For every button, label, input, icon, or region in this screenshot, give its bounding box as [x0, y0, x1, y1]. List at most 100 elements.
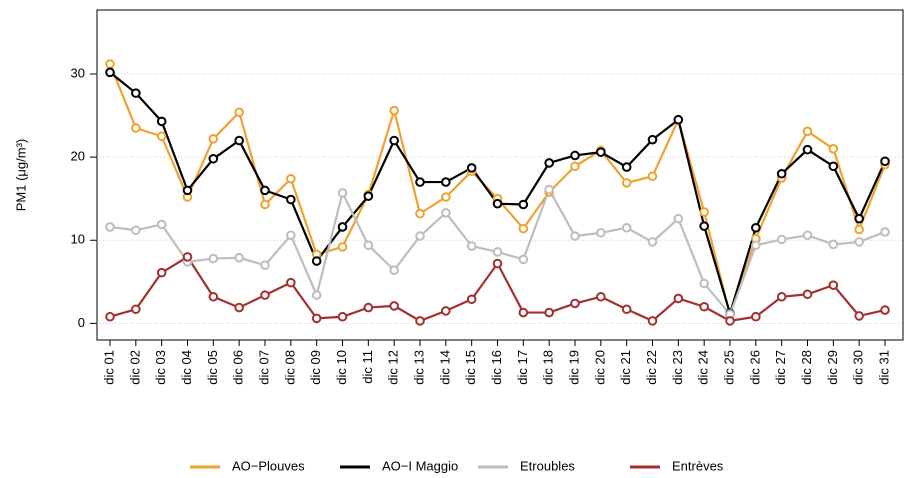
data-point — [234, 107, 244, 118]
x-tick-label: dic 15 — [463, 350, 478, 385]
data-point — [776, 291, 787, 302]
x-tick-label: dic 04 — [179, 350, 194, 385]
x-tick-label: dic 06 — [231, 350, 246, 385]
data-point — [466, 163, 477, 173]
y-tick-label: 20 — [71, 149, 85, 164]
data-point — [363, 240, 374, 251]
data-point — [776, 234, 787, 245]
data-point — [441, 306, 451, 316]
data-point — [673, 213, 684, 224]
x-tick-label: dic 09 — [308, 350, 323, 385]
x-tick-label: dic 22 — [644, 350, 659, 385]
data-point — [828, 144, 839, 154]
data-point — [518, 199, 529, 210]
data-point — [854, 311, 864, 321]
data-point — [105, 59, 115, 69]
data-point — [854, 237, 864, 247]
data-point — [725, 316, 735, 326]
data-point — [570, 231, 580, 241]
data-point — [105, 67, 115, 78]
data-point — [337, 222, 348, 232]
data-point — [647, 134, 658, 145]
data-point — [621, 304, 632, 315]
data-point — [492, 258, 503, 269]
data-point — [751, 240, 761, 251]
data-point — [802, 289, 813, 300]
data-point — [311, 256, 322, 266]
x-tick-label: dic 03 — [153, 350, 168, 385]
x-tick-label: dic 11 — [360, 350, 375, 384]
data-point — [286, 194, 296, 205]
data-point — [673, 293, 684, 304]
x-tick-label: dic 16 — [489, 350, 504, 385]
x-tick-label: dic 24 — [696, 350, 711, 385]
data-point — [286, 277, 296, 288]
data-point — [854, 213, 864, 224]
data-point — [699, 278, 709, 289]
data-point — [389, 301, 399, 311]
x-tick-label: dic 12 — [386, 350, 401, 385]
data-point — [570, 298, 580, 309]
data-point — [751, 222, 761, 233]
data-point — [570, 150, 580, 161]
data-point — [544, 307, 554, 318]
data-point — [518, 307, 529, 318]
data-point — [389, 135, 399, 146]
data-point — [596, 227, 606, 238]
x-tick-label: dic 08 — [282, 350, 297, 385]
data-point — [415, 208, 425, 219]
data-point — [415, 316, 425, 326]
data-point — [389, 265, 399, 275]
data-point — [828, 239, 839, 250]
data-point — [105, 222, 115, 232]
data-point — [466, 294, 477, 305]
data-point — [441, 208, 451, 218]
data-point — [105, 311, 115, 322]
legend-label: Etroubles — [520, 458, 575, 473]
y-tick-label: 0 — [78, 315, 85, 330]
data-point — [131, 304, 141, 315]
data-point — [286, 173, 296, 184]
data-point — [880, 227, 890, 237]
data-point — [131, 123, 141, 133]
data-point — [156, 219, 167, 230]
x-tick-label: dic 05 — [205, 350, 220, 385]
data-point — [156, 116, 167, 127]
data-point — [621, 178, 632, 188]
data-point — [311, 290, 322, 300]
x-tick-label: dic 31 — [876, 350, 891, 385]
data-point — [647, 316, 658, 326]
data-point — [363, 302, 374, 313]
data-point — [208, 291, 219, 302]
data-point — [518, 223, 529, 234]
x-tick-label: dic 23 — [670, 350, 685, 385]
data-point — [337, 242, 348, 252]
x-tick-label: dic 30 — [851, 350, 866, 385]
data-point — [647, 171, 658, 182]
data-point — [131, 225, 141, 236]
data-point — [518, 254, 529, 265]
data-point — [156, 267, 167, 278]
x-tick-label: dic 13 — [411, 350, 426, 385]
x-tick-label: dic 28 — [799, 350, 814, 385]
data-point — [131, 88, 141, 98]
data-point — [492, 247, 503, 257]
data-point — [337, 311, 348, 322]
x-tick-label: dic 07 — [256, 350, 271, 385]
data-point — [880, 156, 890, 167]
data-point — [415, 177, 425, 187]
data-point — [441, 192, 451, 202]
data-point — [544, 158, 554, 168]
data-point — [647, 237, 658, 247]
x-tick-label: dic 01 — [101, 350, 116, 385]
data-point — [596, 147, 606, 157]
x-tick-label: dic 25 — [721, 350, 736, 385]
data-point — [208, 153, 219, 164]
data-point — [208, 253, 219, 264]
data-point — [234, 135, 244, 146]
data-point — [621, 222, 632, 233]
series-line — [108, 63, 887, 319]
x-tick-label: dic 17 — [515, 350, 530, 385]
data-point — [492, 198, 503, 209]
